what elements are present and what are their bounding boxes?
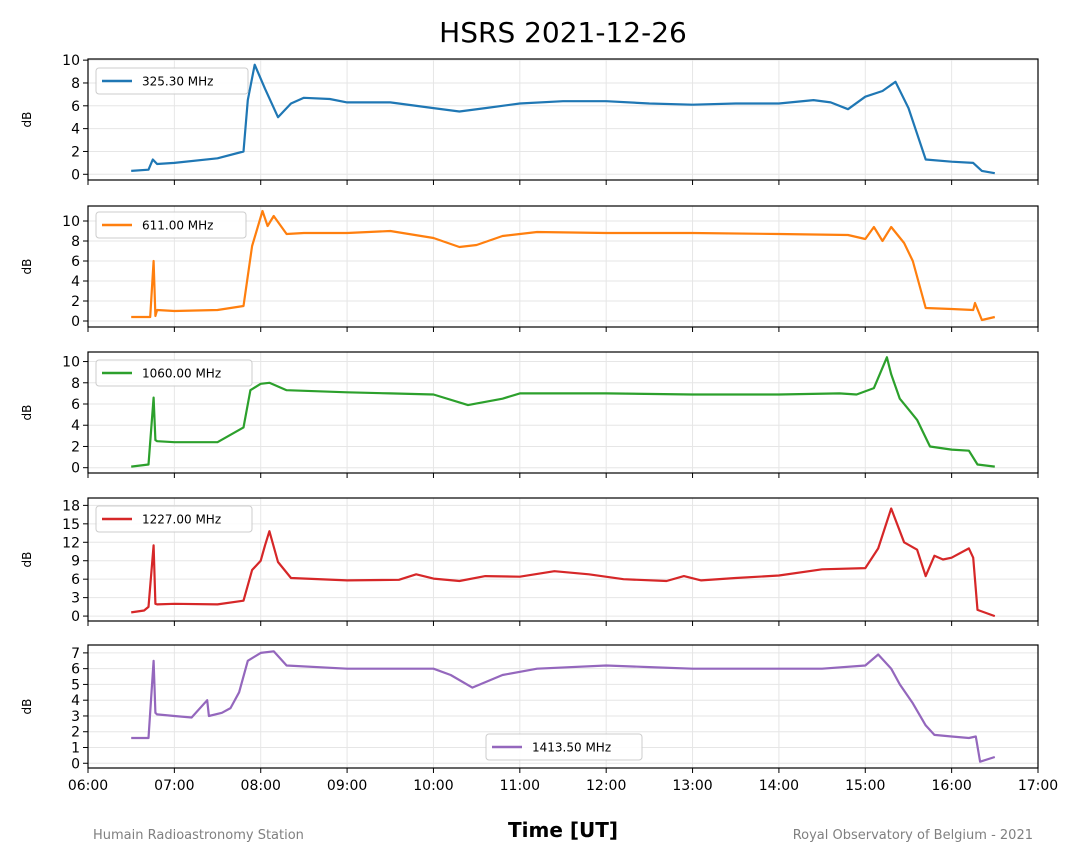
- y-tick-label: 8: [71, 234, 80, 250]
- y-tick-label: 5: [71, 677, 80, 693]
- y-tick-label: 0: [71, 167, 80, 183]
- series-line: [131, 356, 995, 468]
- y-tick-label: 2: [71, 725, 80, 741]
- y-tick-label: 3: [71, 591, 80, 607]
- axes-frame: [87, 205, 1039, 328]
- x-tick-label: 14:00: [759, 778, 799, 794]
- panel-2: 0 2 4 6 8 10 dB 611.00 MHz: [20, 205, 1039, 332]
- y-tick-label: 10: [62, 214, 80, 230]
- y-tick-label: 2: [71, 294, 80, 310]
- y-tick-label: 4: [71, 274, 80, 290]
- y-tick-label: 4: [71, 418, 80, 434]
- y-tick-label: 8: [71, 376, 80, 392]
- y-tick-label: 15: [62, 517, 80, 533]
- y-tick-label: 10: [62, 53, 80, 69]
- y-tick-label: 0: [71, 756, 80, 772]
- legend: 325.30 MHz: [95, 67, 249, 95]
- y-axis-label: dB: [20, 405, 34, 421]
- y-tick-label: 2: [71, 144, 80, 160]
- panel-3: 0 2 4 6 8 10 dB 1060.00 MHz: [20, 351, 1039, 478]
- x-tick-label: 11:00: [500, 778, 540, 794]
- y-tick-label: 10: [62, 355, 80, 371]
- x-tick-label: 06:00: [68, 778, 108, 794]
- series-line: [131, 650, 996, 763]
- x-tick-label: 12:00: [586, 778, 626, 794]
- legend: 1060.00 MHz: [95, 359, 253, 387]
- axes-frame: [87, 351, 1039, 474]
- legend-box: [485, 733, 643, 761]
- legend-box: [95, 359, 253, 387]
- y-tick-label: 0: [71, 314, 80, 330]
- legend: 1413.50 MHz: [485, 733, 643, 761]
- y-tick-label: 2: [71, 439, 80, 455]
- legend: 611.00 MHz: [95, 211, 247, 239]
- axes-frame: [87, 58, 1039, 181]
- footer-left: Humain Radioastronomy Station: [93, 828, 304, 843]
- legend: 1227.00 MHz: [95, 505, 253, 533]
- panel-1: 0 2 4 6 8 10 dB 325.30 MHz: [20, 53, 1039, 185]
- y-axis-label: dB: [20, 699, 34, 715]
- y-axis-label: dB: [20, 552, 34, 568]
- x-tick-label: 13:00: [672, 778, 712, 794]
- y-tick-label: 6: [71, 397, 80, 413]
- axes-frame: [87, 644, 1039, 769]
- y-tick-label: 4: [71, 693, 80, 709]
- x-axis-label: Time [UT]: [508, 818, 618, 842]
- legend-box: [95, 505, 253, 533]
- y-axis-label: dB: [20, 112, 34, 128]
- series-line: [131, 507, 996, 618]
- y-tick-label: 0: [71, 609, 80, 625]
- x-tick-label: 16:00: [931, 778, 971, 794]
- y-tick-label: 0: [71, 461, 80, 477]
- series-line: [131, 63, 995, 175]
- y-tick-label: 7: [71, 646, 80, 662]
- y-tick-label: 6: [71, 99, 80, 115]
- x-tick-label: 09:00: [327, 778, 367, 794]
- y-axis-label: dB: [20, 259, 34, 275]
- y-tick-label: 6: [71, 572, 80, 588]
- legend-box: [95, 211, 247, 239]
- legend-label: 1413.50 MHz: [532, 741, 611, 755]
- legend-label: 1227.00 MHz: [142, 513, 221, 527]
- y-tick-label: 8: [71, 76, 80, 92]
- legend-label: 611.00 MHz: [142, 219, 213, 233]
- legend-box: [95, 67, 249, 95]
- panel-4: 0 3 6 9 12 15 18 dB 1227.00 MHz: [20, 497, 1039, 626]
- legend-label: 325.30 MHz: [142, 75, 213, 89]
- axes-frame: [87, 497, 1039, 622]
- x-tick-label: 15:00: [845, 778, 885, 794]
- legend-label: 1060.00 MHz: [142, 367, 221, 381]
- x-tick-label: 08:00: [241, 778, 281, 794]
- x-tick-label: 17:00: [1018, 778, 1058, 794]
- x-tick-label: 10:00: [413, 778, 453, 794]
- footer-right: Royal Observatory of Belgium - 2021: [793, 828, 1033, 843]
- y-tick-label: 1: [71, 741, 80, 757]
- y-tick-label: 12: [62, 535, 80, 551]
- figure-title: HSRS 2021-12-26: [439, 16, 687, 49]
- y-tick-label: 4: [71, 122, 80, 138]
- x-tick-label: 07:00: [154, 778, 194, 794]
- y-tick-label: 6: [71, 662, 80, 678]
- y-tick-label: 9: [71, 554, 80, 570]
- y-tick-label: 6: [71, 254, 80, 270]
- y-tick-label: 18: [62, 498, 80, 514]
- y-tick-label: 3: [71, 709, 80, 725]
- series-line: [131, 209, 996, 322]
